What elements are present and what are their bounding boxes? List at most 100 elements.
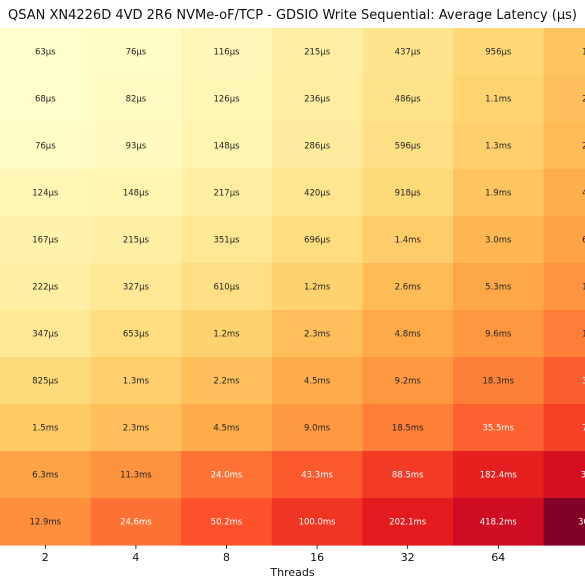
- heatmap-cell: [543, 122, 585, 170]
- heatmap-cell: [543, 169, 585, 217]
- chart-title: QSAN XN4226D 4VD 2R6 NVMe-oF/TCP - GDSIO…: [8, 8, 577, 23]
- heatmap-cell-label: 43.3ms: [301, 471, 333, 481]
- heatmap-cell-label: 124µs: [32, 189, 59, 199]
- heatmap-cell: [453, 169, 545, 217]
- heatmap-cell: [181, 169, 273, 217]
- heatmap-cell: [0, 310, 92, 358]
- heatmap-cell: [0, 216, 92, 264]
- heatmap-cell: [543, 75, 585, 123]
- heatmap-cell-label: 217µs: [213, 189, 240, 199]
- heatmap-cell-label: 610µs: [213, 283, 240, 293]
- heatmap-cell: [362, 404, 454, 452]
- heatmap-cell: [271, 216, 363, 264]
- heatmap-cell: [90, 75, 182, 123]
- heatmap-cell-label: 956µs: [485, 48, 512, 58]
- heatmap-cell-label: 1.5ms: [32, 424, 59, 434]
- heatmap-cell-label: 351µs: [213, 236, 240, 246]
- heatmap-cell: [362, 122, 454, 170]
- heatmap-cell: [0, 28, 92, 76]
- heatmap-cell: [543, 498, 585, 546]
- heatmap-cell: [362, 498, 454, 546]
- heatmap-cell-label: 418.2ms: [480, 518, 518, 528]
- heatmap-cell: [90, 310, 182, 358]
- heatmap-cell-label: 3044: [578, 518, 585, 528]
- heatmap-cell: [543, 404, 585, 452]
- heatmap-cell: [453, 216, 545, 264]
- heatmap-cell: [543, 263, 585, 311]
- heatmap-cell: [271, 310, 363, 358]
- heatmap-cell-label: 19.: [582, 330, 585, 340]
- heatmap-cell: [453, 75, 545, 123]
- heatmap-cell-label: 596µs: [395, 142, 422, 152]
- heatmap-cell: [543, 28, 585, 76]
- heatmap-cell-label: 167µs: [32, 236, 59, 246]
- heatmap-cell-label: 2.6ms: [395, 283, 422, 293]
- heatmap-cell-label: 486µs: [395, 95, 422, 105]
- heatmap-cell-label: 653µs: [123, 330, 150, 340]
- heatmap-cell: [362, 357, 454, 405]
- heatmap-cell: [0, 169, 92, 217]
- heatmap-cell: [181, 404, 273, 452]
- heatmap-cell-label: 3.0ms: [485, 236, 512, 246]
- heatmap-cell-label: 148µs: [213, 142, 240, 152]
- heatmap-cell: [362, 75, 454, 123]
- heatmap-cell-label: 68µs: [35, 95, 56, 105]
- heatmap-cell-label: 11.3ms: [120, 471, 152, 481]
- heatmap-cell-label: 6.1: [582, 236, 585, 246]
- heatmap-cell-label: 24.6ms: [120, 518, 152, 528]
- heatmap-cell: [271, 169, 363, 217]
- heatmap-cell: [0, 357, 92, 405]
- heatmap-cell: [543, 451, 585, 499]
- heatmap-cell-label: 2.6: [582, 142, 585, 152]
- heatmap-cell-label: 1.9ms: [485, 189, 512, 199]
- heatmap-cell-label: 2.3ms: [304, 330, 331, 340]
- heatmap-cell: [181, 498, 273, 546]
- x-tick-label: 4: [132, 551, 139, 564]
- heatmap-cell: [90, 357, 182, 405]
- heatmap-cell: [90, 216, 182, 264]
- heatmap-cell-label: 18.3ms: [482, 377, 514, 387]
- heatmap-cell-label: 347µs: [32, 330, 59, 340]
- heatmap-cell: [453, 498, 545, 546]
- heatmap-cell: [90, 122, 182, 170]
- heatmap-cell-label: 76µs: [126, 48, 147, 58]
- heatmap-cell-label: 2.3ms: [123, 424, 150, 434]
- heatmap-cell: [453, 451, 545, 499]
- heatmap-cell: [271, 122, 363, 170]
- heatmap-cell-label: 9.2ms: [395, 377, 422, 387]
- heatmap-cell-label: 5.3ms: [485, 283, 512, 293]
- heatmap-cell: [181, 263, 273, 311]
- heatmap-cell: [181, 122, 273, 170]
- heatmap-cell-label: 1.9: [582, 48, 585, 58]
- heatmap-cell-label: 4.5ms: [304, 377, 331, 387]
- heatmap-cell-label: 1.3ms: [123, 377, 150, 387]
- heatmap-cell: [0, 404, 92, 452]
- heatmap-cell: [453, 310, 545, 358]
- heatmap-cell: [0, 498, 92, 546]
- heatmap-cell: [271, 451, 363, 499]
- heatmap-cell: [543, 310, 585, 358]
- heatmap-cell-label: 1.2ms: [304, 283, 331, 293]
- heatmap-cell-label: 1.4ms: [395, 236, 422, 246]
- heatmap-cell: [90, 451, 182, 499]
- heatmap-cell-label: 148µs: [123, 189, 150, 199]
- x-axis-label: Threads: [270, 566, 315, 579]
- heatmap-cell-label: 50.2ms: [211, 518, 243, 528]
- heatmap-cell-label: 286µs: [304, 142, 331, 152]
- heatmap-cell-label: 825µs: [32, 377, 59, 387]
- heatmap-cell-label: 236µs: [304, 95, 331, 105]
- heatmap-cell-label: 202.1ms: [389, 518, 427, 528]
- heatmap-cell-label: 420µs: [304, 189, 331, 199]
- heatmap-cell: [543, 216, 585, 264]
- heatmap-cell-label: 126µs: [213, 95, 240, 105]
- heatmap-cell-label: 348: [581, 471, 585, 481]
- heatmap-cell: [362, 310, 454, 358]
- heatmap-cell: [181, 357, 273, 405]
- heatmap-cell-label: 76µs: [35, 142, 56, 152]
- heatmap-cell: [362, 28, 454, 76]
- heatmap-cell: [0, 263, 92, 311]
- heatmap-cell: [90, 28, 182, 76]
- heatmap-cell: [0, 122, 92, 170]
- heatmap-cell-label: 918µs: [395, 189, 422, 199]
